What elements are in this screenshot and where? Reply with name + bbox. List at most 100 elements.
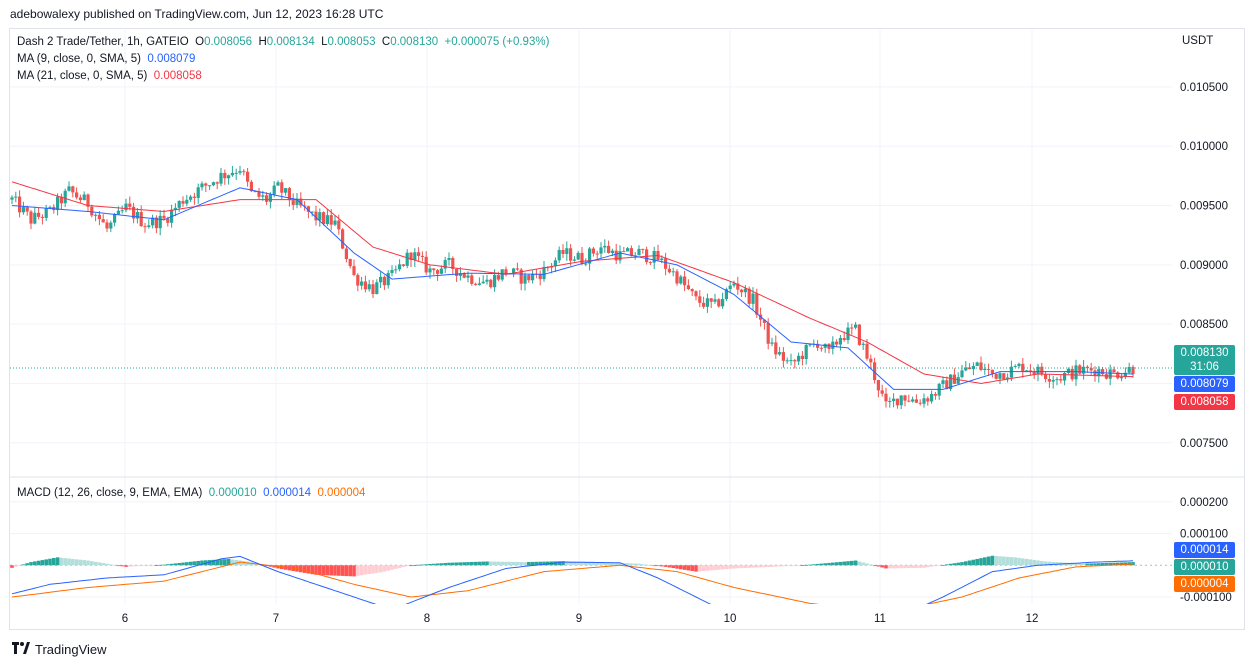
candle-body <box>261 195 265 197</box>
candle <box>204 182 208 193</box>
candle <box>1013 364 1017 368</box>
candle <box>1123 367 1127 380</box>
candle <box>702 296 706 309</box>
high-value: 0.008134 <box>266 36 315 48</box>
candle-body <box>268 194 272 202</box>
candle <box>151 214 155 229</box>
macd-hist-bar <box>219 559 223 566</box>
candle-body <box>204 183 208 186</box>
macd-hist-bar <box>530 561 535 566</box>
candle-body <box>565 248 569 254</box>
macd-hist-value: 0.000010 <box>208 487 257 499</box>
macd-hist-bar <box>846 561 850 566</box>
candle <box>838 335 842 351</box>
macd-hist-bar <box>10 565 14 568</box>
time-tick-label: 9 <box>576 613 582 625</box>
candle-body <box>1009 366 1013 378</box>
macd-hist-bar <box>59 557 64 566</box>
macd-hist-bar <box>914 565 919 568</box>
candle <box>637 245 641 256</box>
candle-body <box>432 268 436 271</box>
candle-body <box>215 182 219 184</box>
candle <box>1112 366 1116 373</box>
macd-legend[interactable]: MACD (12, 26, close, 9, EMA, EMA) 0.0000… <box>17 487 365 499</box>
candle-body <box>645 249 649 263</box>
candle <box>1059 374 1063 384</box>
candle <box>413 248 417 268</box>
candle <box>33 206 37 225</box>
candle-body <box>394 269 398 271</box>
macd-hist-bar <box>603 562 607 566</box>
macd-hist-bar <box>1036 560 1040 566</box>
candle-body <box>588 248 592 264</box>
candle-body <box>956 377 960 384</box>
macd-hist-bar <box>595 562 599 566</box>
macd-hist-bar <box>720 565 725 570</box>
candle-body <box>717 299 721 307</box>
candle-body <box>443 260 447 269</box>
candle <box>1047 374 1051 389</box>
macd-hist-bar <box>979 558 983 566</box>
candle-body <box>1066 368 1070 373</box>
macd-hist-bar <box>200 560 204 566</box>
candle <box>44 204 48 221</box>
macd-hist-bar <box>808 564 812 566</box>
ma21-legend[interactable]: MA (21, close, 0, SMA, 5) 0.008058 <box>17 70 202 82</box>
macd-hist-bar <box>63 558 67 566</box>
ma9-legend[interactable]: MA (9, close, 0, SMA, 5) 0.008079 <box>17 53 195 65</box>
candle-body <box>797 355 801 362</box>
candle <box>778 346 782 356</box>
candle <box>899 395 903 410</box>
candle-body <box>1059 379 1063 381</box>
candle-body <box>1070 368 1074 380</box>
candle <box>420 251 424 262</box>
macd-hist-bar <box>405 565 409 567</box>
candle <box>531 270 535 284</box>
candle-body <box>1116 372 1120 379</box>
candle-body <box>675 271 679 284</box>
candle-body <box>793 360 797 362</box>
candle-body <box>686 285 690 290</box>
macd-hist-bar <box>884 565 888 569</box>
countdown-timer: 31:06 <box>1190 361 1219 373</box>
macd-tick-label: -0.000100 <box>1180 592 1232 604</box>
candle-body <box>933 393 937 396</box>
macd-hist-bar <box>33 561 37 566</box>
candle <box>880 384 884 397</box>
ma21-value: 0.008058 <box>153 70 202 82</box>
tradingview-logo[interactable]: TradingView <box>12 642 107 657</box>
candle <box>591 246 595 257</box>
macd-hist-bar <box>614 562 618 566</box>
candle-body <box>873 362 877 381</box>
candle <box>740 288 744 298</box>
macd-hist-bar <box>682 565 687 570</box>
last-price-value: 0.008130 <box>1180 347 1229 359</box>
candle <box>14 191 18 203</box>
candle <box>439 265 443 275</box>
macd-hist-bar <box>804 564 808 566</box>
candle-body <box>709 298 713 302</box>
candle-body <box>732 283 736 286</box>
candle-body <box>553 260 557 267</box>
candle-body <box>1112 369 1116 373</box>
candle-body <box>398 264 402 270</box>
macd-hist-bar <box>226 558 231 566</box>
candle-body <box>253 191 257 193</box>
candle <box>1021 358 1025 378</box>
macd-hist-bar <box>766 565 770 568</box>
candle-body <box>854 324 858 328</box>
candle <box>1044 371 1048 383</box>
candle <box>785 357 789 364</box>
candle <box>447 252 451 266</box>
candle <box>10 195 14 205</box>
macd-hist-bar <box>109 564 113 566</box>
macd-hist-bar <box>1009 557 1014 566</box>
candle <box>679 274 683 285</box>
candle <box>835 339 839 348</box>
macd-hist-bar <box>188 561 193 566</box>
macd-hist-bar <box>55 557 60 566</box>
candle-body <box>33 212 37 224</box>
ma9-value: 0.008079 <box>147 53 196 65</box>
candle <box>1093 366 1097 382</box>
